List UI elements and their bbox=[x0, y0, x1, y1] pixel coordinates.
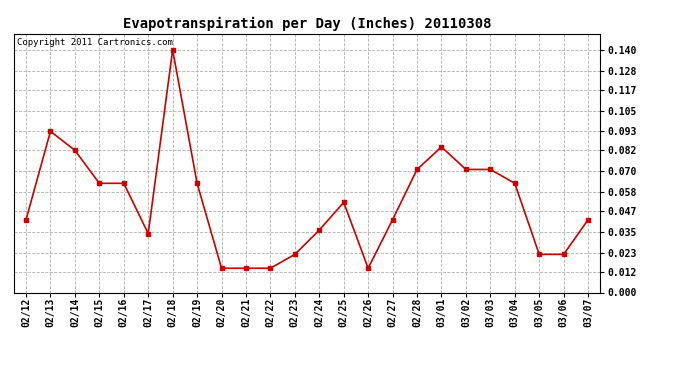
Text: Copyright 2011 Cartronics.com: Copyright 2011 Cartronics.com bbox=[17, 38, 172, 46]
Title: Evapotranspiration per Day (Inches) 20110308: Evapotranspiration per Day (Inches) 2011… bbox=[123, 17, 491, 31]
